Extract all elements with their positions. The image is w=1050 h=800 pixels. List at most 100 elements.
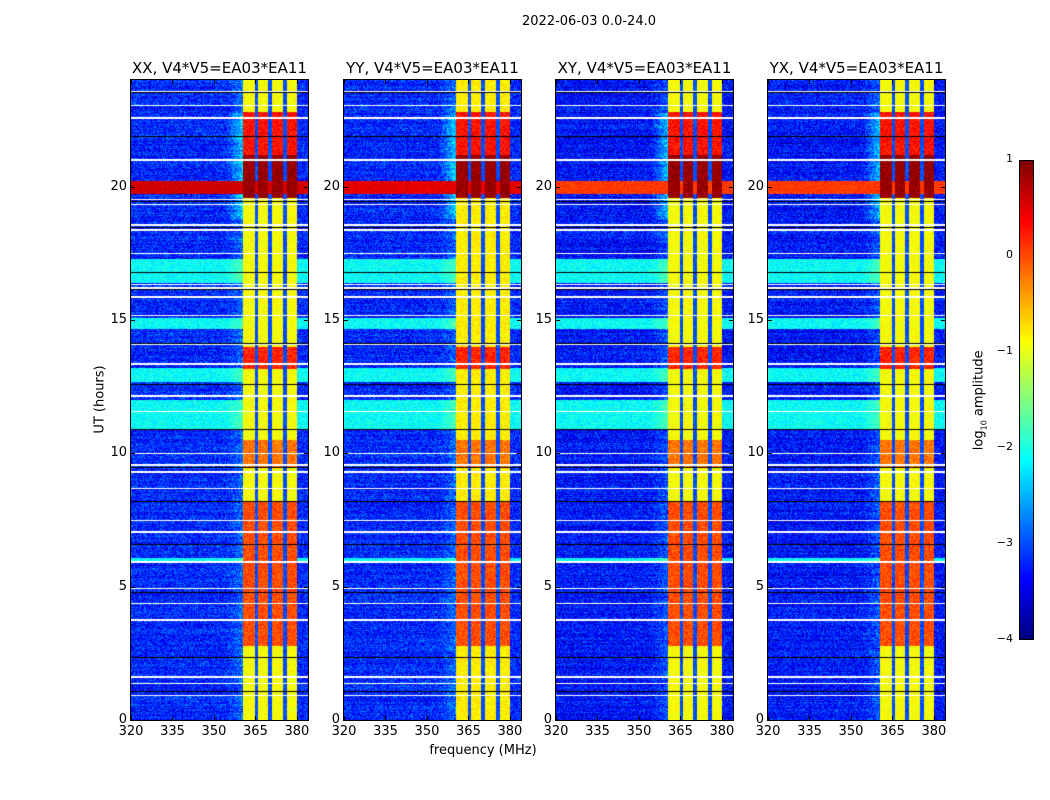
y-tick-label: 20 [535, 178, 552, 194]
y-tick-label: 20 [323, 178, 340, 194]
panel-title: YX, V4*V5=EA03*EA11 [769, 59, 944, 77]
y-tick-label: 15 [747, 312, 764, 327]
x-tick-label: 350 [414, 724, 440, 739]
y-tick-mark [729, 453, 733, 455]
y-tick-mark [768, 586, 772, 588]
colorbar-tick-label: −2 [996, 440, 1013, 453]
x-tick-mark [809, 716, 811, 720]
x-tick-label: 335 [797, 724, 822, 739]
x-tick-label: 365 [880, 724, 905, 739]
heatmap-panel [555, 79, 734, 721]
heatmap-image [556, 80, 733, 720]
x-tick-mark [385, 716, 387, 720]
y-tick-label: 5 [118, 578, 127, 594]
x-tick-mark [213, 716, 215, 720]
x-tick-mark [255, 80, 257, 84]
x-tick-label: 365 [668, 724, 693, 739]
x-tick-mark [509, 716, 511, 720]
x-tick-mark [255, 716, 257, 720]
x-axis-label: frequency (MHz) [429, 743, 537, 758]
x-tick-mark [768, 716, 769, 720]
x-tick-mark [597, 716, 599, 720]
x-tick-label: 380 [497, 724, 523, 739]
x-tick-mark [172, 80, 174, 84]
x-tick-mark [638, 80, 640, 84]
x-tick-label: 335 [160, 724, 185, 739]
x-tick-label: 335 [373, 724, 398, 739]
y-tick-mark [556, 186, 560, 188]
x-tick-mark [721, 80, 723, 84]
y-tick-mark [517, 453, 521, 455]
x-tick-mark [344, 80, 345, 84]
y-tick-mark [344, 320, 348, 321]
colorbar-tick-label: 0 [1006, 248, 1013, 261]
y-tick-label: 0 [755, 712, 764, 727]
y-tick-mark [941, 186, 945, 188]
x-tick-mark [509, 80, 511, 84]
y-tick-label: 20 [110, 178, 127, 194]
x-tick-mark [809, 80, 811, 84]
x-tick-label: 365 [243, 724, 268, 739]
y-tick-mark [729, 586, 733, 588]
y-tick-mark [304, 186, 308, 188]
heatmap-panel [130, 79, 309, 721]
x-tick-mark [296, 716, 298, 720]
x-tick-label: 335 [585, 724, 610, 739]
y-tick-mark [131, 320, 135, 321]
panel-title: YY, V4*V5=EA03*EA11 [346, 59, 519, 77]
y-tick-label: 10 [323, 445, 340, 461]
y-tick-mark [556, 586, 560, 588]
y-tick-mark [941, 720, 945, 721]
y-tick-mark [344, 720, 348, 721]
x-tick-mark [850, 716, 852, 720]
x-tick-label: 380 [921, 724, 947, 739]
x-tick-mark [172, 716, 174, 720]
y-tick-mark [517, 186, 521, 188]
x-tick-label: 350 [626, 724, 652, 739]
x-tick-mark [597, 80, 599, 84]
y-tick-mark [344, 586, 348, 588]
y-tick-label: 0 [331, 712, 340, 727]
y-tick-label: 5 [331, 578, 340, 594]
x-tick-label: 380 [284, 724, 310, 739]
x-tick-mark [638, 716, 640, 720]
y-tick-mark [729, 320, 733, 321]
y-tick-mark [768, 320, 772, 321]
x-tick-label: 350 [201, 724, 227, 739]
y-tick-mark [517, 720, 521, 721]
y-axis-label: UT (hours) [92, 365, 108, 434]
colorbar-tick-label: −4 [996, 632, 1013, 645]
x-tick-mark [680, 716, 682, 720]
y-tick-label: 5 [755, 578, 764, 594]
y-tick-label: 0 [543, 712, 552, 727]
y-tick-mark [304, 586, 308, 588]
y-tick-mark [517, 320, 521, 321]
y-tick-mark [768, 453, 772, 455]
y-tick-mark [517, 586, 521, 588]
y-tick-mark [131, 186, 135, 188]
y-tick-label: 10 [110, 445, 127, 461]
y-tick-mark [304, 320, 308, 321]
heatmap-panel [767, 79, 946, 721]
y-tick-mark [941, 453, 945, 455]
x-tick-label: 320 [543, 724, 569, 739]
x-tick-mark [721, 716, 723, 720]
y-tick-mark [729, 720, 733, 721]
y-tick-mark [941, 320, 945, 321]
x-tick-mark [213, 80, 215, 84]
heatmap-image [344, 80, 521, 720]
colorbar-tick-label: −3 [996, 536, 1013, 549]
y-tick-mark [556, 720, 560, 721]
x-tick-mark [933, 80, 935, 84]
y-tick-mark [941, 586, 945, 588]
y-tick-label: 0 [118, 712, 127, 727]
y-tick-label: 15 [323, 312, 340, 327]
x-tick-mark [296, 80, 298, 84]
y-tick-mark [344, 186, 348, 188]
x-tick-mark [556, 716, 557, 720]
x-tick-mark [426, 80, 428, 84]
y-tick-label: 10 [747, 445, 764, 461]
panel-title: XX, V4*V5=EA03*EA11 [132, 59, 307, 77]
x-tick-mark [768, 80, 769, 84]
